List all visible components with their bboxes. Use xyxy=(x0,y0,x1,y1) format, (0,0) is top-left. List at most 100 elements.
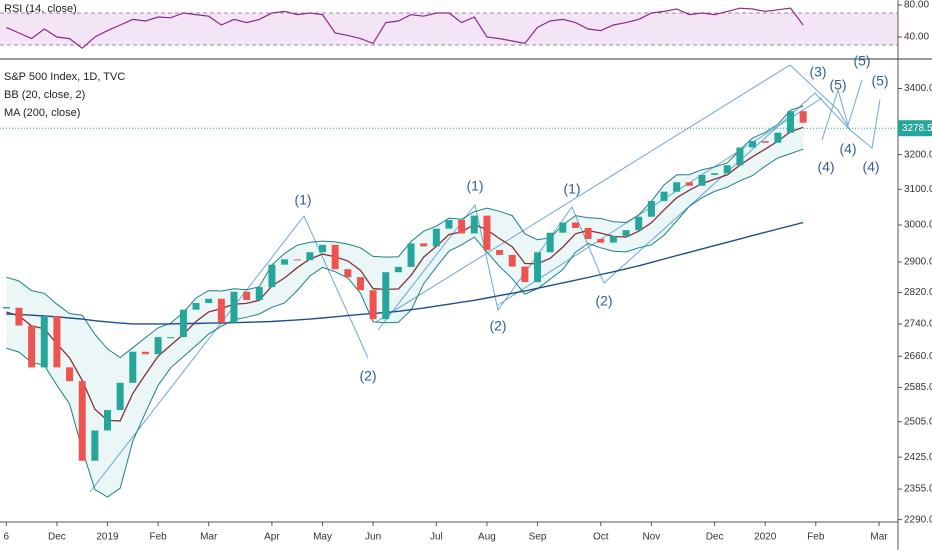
wave-label: (5) xyxy=(829,77,846,93)
symbol-legend: S&P 500 Index, 1D, TVC xyxy=(4,71,125,83)
wave-label: (1) xyxy=(466,178,483,194)
bb-lower xyxy=(6,148,804,498)
candle xyxy=(104,410,112,431)
rsi-tick-label: 40.00 xyxy=(904,32,929,43)
candle xyxy=(711,173,719,175)
candle xyxy=(293,259,301,261)
candle xyxy=(635,216,643,231)
candle xyxy=(685,182,693,186)
rsi-tick-label: 80.00 xyxy=(904,0,929,11)
y-tick-label: 2740.0 xyxy=(904,319,932,330)
candle xyxy=(483,215,491,251)
x-tick-label: Dec xyxy=(48,532,66,543)
candle xyxy=(154,337,162,355)
channel-line xyxy=(497,97,823,306)
candle xyxy=(508,254,516,267)
x-tick-label: 2019 xyxy=(96,532,119,543)
candle xyxy=(584,227,592,239)
wave-label: (5) xyxy=(853,53,870,69)
candle xyxy=(609,235,617,243)
candle xyxy=(571,222,579,228)
candle xyxy=(205,298,213,304)
candle xyxy=(243,291,251,300)
candle xyxy=(344,269,352,278)
y-tick-label: 2585.0 xyxy=(904,382,932,393)
wave-label: (2) xyxy=(359,368,376,384)
candle xyxy=(786,111,794,133)
ma-line xyxy=(6,221,804,325)
candle xyxy=(546,232,554,253)
x-tick-label: Aug xyxy=(478,532,496,543)
x-tick-label: Sep xyxy=(529,532,547,543)
last-price-label: 3278.5 xyxy=(902,123,932,134)
y-tick-label: 3400.0 xyxy=(904,83,932,94)
wave-label: (1) xyxy=(563,181,580,197)
candle xyxy=(217,298,225,323)
candle xyxy=(268,264,276,288)
candle xyxy=(382,272,390,320)
x-tick-label: Nov xyxy=(642,532,660,543)
candle xyxy=(53,315,61,368)
wave-label: (1) xyxy=(294,192,311,208)
candle xyxy=(749,141,757,148)
wave-line xyxy=(789,64,881,149)
x-tick-label: Dec xyxy=(706,532,724,543)
x-tick-label: May xyxy=(313,532,332,543)
candle xyxy=(15,307,23,326)
y-tick-label: 2355.0 xyxy=(904,484,932,495)
candle xyxy=(179,309,187,338)
candle xyxy=(458,219,466,234)
x-tick-label: Jul xyxy=(430,532,443,543)
candle xyxy=(660,191,668,201)
candle xyxy=(356,277,364,291)
candle xyxy=(230,291,238,323)
wave-label: (4) xyxy=(862,159,879,175)
candle xyxy=(559,222,567,233)
candle xyxy=(647,200,655,217)
wave-line xyxy=(89,215,369,493)
channel-line xyxy=(375,64,791,323)
candle xyxy=(319,244,327,253)
candle xyxy=(192,303,200,310)
wave-label: (4) xyxy=(839,141,856,157)
candle xyxy=(622,230,630,236)
candle xyxy=(141,351,149,355)
candle xyxy=(799,111,807,123)
candle xyxy=(445,219,453,229)
candle xyxy=(761,141,769,143)
x-tick-label: Mar xyxy=(200,532,218,543)
candle xyxy=(698,174,706,186)
y-tick-label: 2290.0 xyxy=(904,514,932,525)
candle xyxy=(331,244,339,270)
candle xyxy=(470,215,478,234)
candle xyxy=(534,252,542,283)
y-tick-label: 3000.0 xyxy=(904,220,932,231)
y-tick-label: 2900.0 xyxy=(904,257,932,268)
candle xyxy=(673,182,681,192)
candle xyxy=(40,315,48,368)
bb-fill xyxy=(6,106,804,497)
x-tick-label: Oct xyxy=(593,532,609,543)
candle xyxy=(394,266,402,273)
x-tick-label: 2020 xyxy=(754,532,777,543)
rsi-band-fill xyxy=(0,13,898,45)
candle xyxy=(496,250,504,255)
candle xyxy=(369,290,377,320)
candle xyxy=(28,325,36,368)
y-tick-label: 2820.0 xyxy=(904,287,932,298)
candle xyxy=(66,367,74,382)
candle xyxy=(723,165,731,174)
candle xyxy=(521,266,529,283)
candle xyxy=(91,430,99,461)
x-tick-label: Feb xyxy=(149,532,167,543)
wave-label: (5) xyxy=(871,73,888,89)
y-tick-label: 2425.0 xyxy=(904,452,932,463)
wave-label: (3) xyxy=(809,64,826,80)
wave-label: (4) xyxy=(817,159,834,175)
y-tick-label: 3200.0 xyxy=(904,149,932,160)
x-tick-label: Jun xyxy=(365,532,381,543)
wave-line xyxy=(377,92,851,331)
bb-basis xyxy=(6,126,804,422)
bb-upper xyxy=(6,105,804,359)
